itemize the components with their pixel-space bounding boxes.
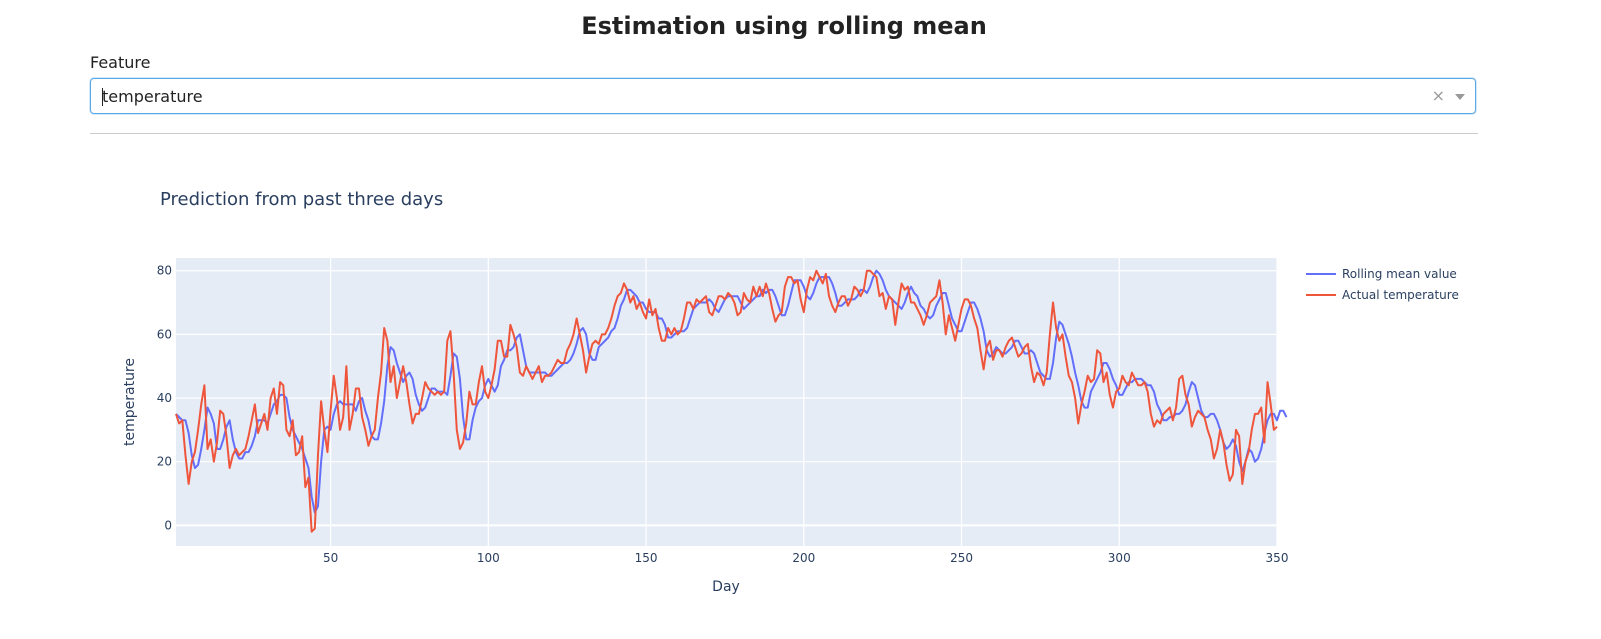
series-lines xyxy=(175,269,1288,533)
legend-label[interactable]: Actual temperature xyxy=(1342,288,1459,302)
x-tick-label: 300 xyxy=(1108,551,1131,565)
y-tick-label: 40 xyxy=(157,391,172,405)
feature-dropdown[interactable]: temperature × xyxy=(90,78,1476,114)
clear-icon[interactable]: × xyxy=(1431,86,1445,105)
x-tick-label: 200 xyxy=(792,551,815,565)
y-tick-label: 0 xyxy=(164,518,172,532)
x-tick-label: 150 xyxy=(635,551,658,565)
chart-legend: Rolling mean value Actual temperature xyxy=(1306,267,1459,302)
rolling-mean-chart: Prediction from past three days 50 100 150… xyxy=(122,189,1459,595)
chevron-down-icon[interactable] xyxy=(1455,94,1465,100)
legend-label[interactable]: Rolling mean value xyxy=(1342,267,1457,281)
x-axis-label: Day xyxy=(712,579,740,595)
chart-title: Prediction from past three days xyxy=(160,189,443,210)
x-tick-label: 50 xyxy=(323,551,338,565)
page-title: Estimation using rolling mean xyxy=(581,12,987,40)
actual-temperature-line[interactable] xyxy=(175,269,1278,533)
axis-ticks: 50 100 150 200 250 300 350 0 20 40 60 80 xyxy=(157,264,1289,565)
y-tick-label: 20 xyxy=(157,455,172,469)
text-cursor xyxy=(102,88,103,106)
x-tick-label: 100 xyxy=(477,551,500,565)
x-tick-label: 250 xyxy=(950,551,973,565)
feature-dropdown-value[interactable]: temperature xyxy=(102,87,203,106)
feature-label: Feature xyxy=(90,53,151,72)
y-tick-label: 60 xyxy=(157,327,172,341)
y-axis-label: temperature xyxy=(122,358,138,446)
x-tick-label: 350 xyxy=(1266,551,1289,565)
grid-lines xyxy=(176,258,1278,546)
y-tick-label: 80 xyxy=(157,264,172,278)
divider xyxy=(90,133,1478,134)
